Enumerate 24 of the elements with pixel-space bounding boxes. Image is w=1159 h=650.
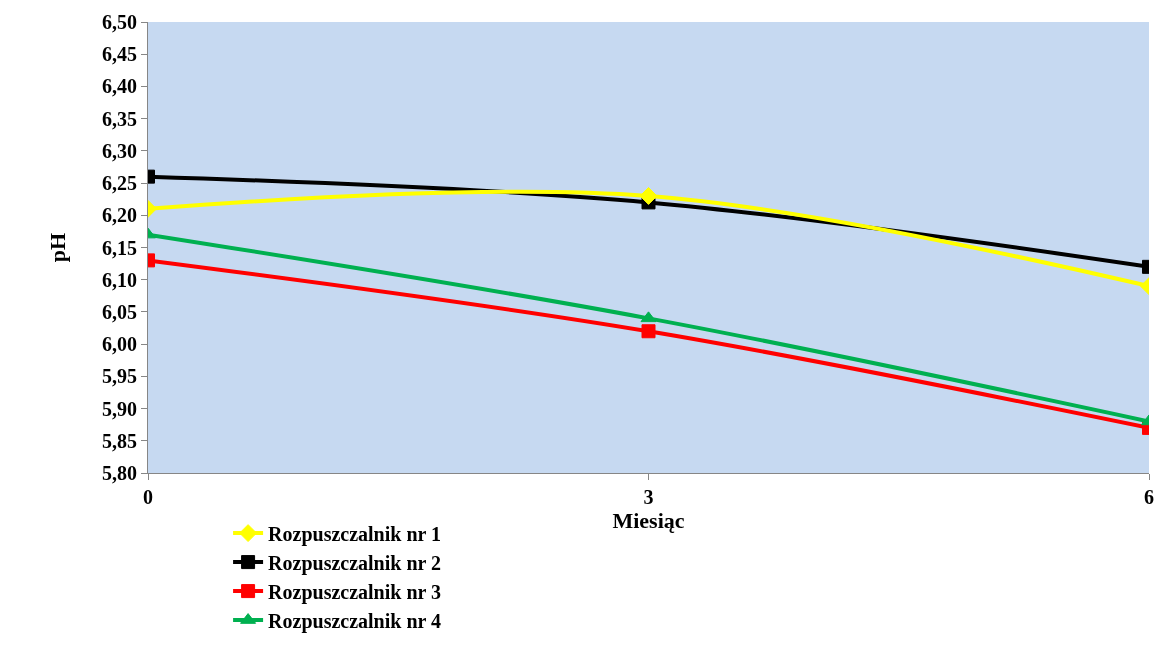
y-tick-label: 6,05 xyxy=(102,300,137,323)
x-tick-label: 0 xyxy=(143,486,153,508)
y-tick-label: 6,20 xyxy=(102,204,137,227)
legend-label: Rozpuszczalnik nr 1 xyxy=(268,522,442,546)
legend-label: Rozpuszczalnik nr 4 xyxy=(268,609,442,633)
y-tick-label: 6,40 xyxy=(102,75,137,98)
y-tick-label: 6,25 xyxy=(102,172,137,195)
y-tick-label: 5,80 xyxy=(102,462,137,484)
y-tick-label: 6,35 xyxy=(102,107,137,130)
y-tick-label: 5,85 xyxy=(102,429,137,452)
x-tick-label: 6 xyxy=(1144,486,1154,508)
y-axis-title: pH xyxy=(44,232,70,263)
y-tick-label: 5,90 xyxy=(102,397,137,420)
x-axis-title: Miesiąc xyxy=(612,508,685,533)
x-tick-label: 3 xyxy=(643,486,654,508)
legend-label: Rozpuszczalnik nr 2 xyxy=(268,551,442,575)
y-tick-label: 6,00 xyxy=(102,333,137,356)
y-tick-label: 6,15 xyxy=(102,236,137,259)
y-tick-label: 6,45 xyxy=(102,43,137,66)
y-tick-label: 6,10 xyxy=(102,268,137,291)
y-tick-label: 6,30 xyxy=(102,139,137,162)
y-tick-label: 5,95 xyxy=(102,365,137,388)
legend-label: Rozpuszczalnik nr 3 xyxy=(268,580,442,604)
y-tick-label: 6,50 xyxy=(102,11,137,33)
